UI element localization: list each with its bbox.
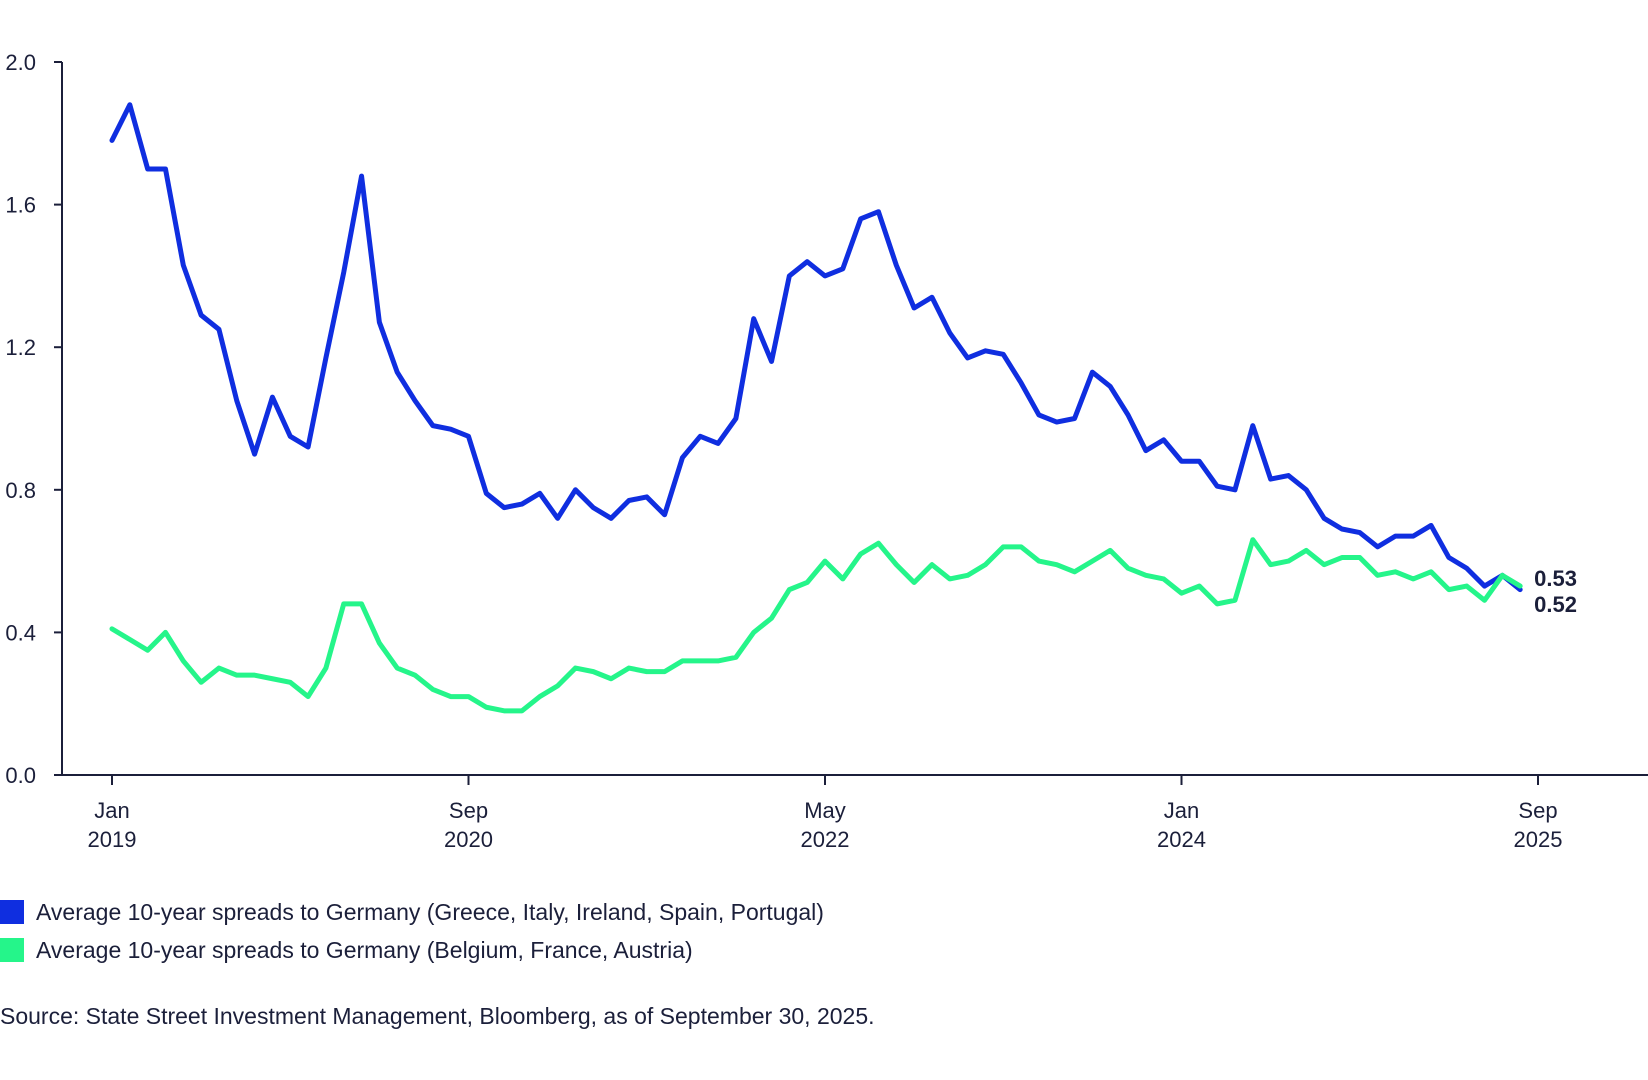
x-tick-year-label: 2024 bbox=[1157, 827, 1206, 852]
y-tick-label: 0.8 bbox=[5, 478, 36, 503]
end-label-core: 0.53 bbox=[1534, 566, 1577, 591]
x-tick-year-label: 2020 bbox=[444, 827, 493, 852]
legend-item-periphery: Average 10-year spreads to Germany (Gree… bbox=[0, 893, 824, 931]
x-axis-ticks: Jan 2019 Sep 2020 May 2022 Jan 2024 Sep 2025 bbox=[88, 775, 1563, 852]
x-tick-year-label: 2025 bbox=[1514, 827, 1563, 852]
x-tick-year-label: 2022 bbox=[801, 827, 850, 852]
legend-label-periphery: Average 10-year spreads to Germany (Gree… bbox=[36, 898, 824, 925]
line-chart: 0.0 0.4 0.8 1.2 1.6 2.0 Jan 2019 Sep 2020 May 2022… bbox=[5, 50, 1648, 852]
y-axis-ticks: 0.0 0.4 0.8 1.2 1.6 2.0 bbox=[5, 50, 62, 788]
axes bbox=[61, 62, 1648, 776]
source-note: Source: State Street Investment Manageme… bbox=[0, 1003, 875, 1029]
x-tick-month-label: Jan bbox=[1164, 798, 1199, 823]
legend-swatch-core bbox=[0, 938, 24, 962]
y-tick-label: 1.2 bbox=[5, 335, 36, 360]
legend-swatch-periphery bbox=[0, 900, 24, 924]
end-value-labels: 0.530.52 bbox=[1534, 566, 1577, 617]
y-tick-label: 2.0 bbox=[5, 50, 36, 75]
y-tick-label: 0.0 bbox=[5, 763, 36, 788]
y-tick-label: 1.6 bbox=[5, 193, 36, 218]
legend-item-core: Average 10-year spreads to Germany (Belg… bbox=[0, 931, 824, 969]
legend-label-core: Average 10-year spreads to Germany (Belg… bbox=[36, 936, 693, 963]
series-lines bbox=[109, 102, 1523, 714]
x-tick-month-label: Jan bbox=[94, 798, 129, 823]
y-tick-label: 0.4 bbox=[5, 620, 36, 645]
x-tick-year-label: 2019 bbox=[88, 827, 137, 852]
x-tick-month-label: Sep bbox=[449, 798, 488, 823]
x-tick-month-label: May bbox=[804, 798, 846, 823]
series-line-periphery bbox=[109, 102, 1523, 593]
series-line-core bbox=[109, 537, 1523, 714]
end-label-periphery: 0.52 bbox=[1534, 592, 1577, 617]
x-tick-month-label: Sep bbox=[1518, 798, 1557, 823]
legend: Average 10-year spreads to Germany (Gree… bbox=[0, 893, 824, 969]
